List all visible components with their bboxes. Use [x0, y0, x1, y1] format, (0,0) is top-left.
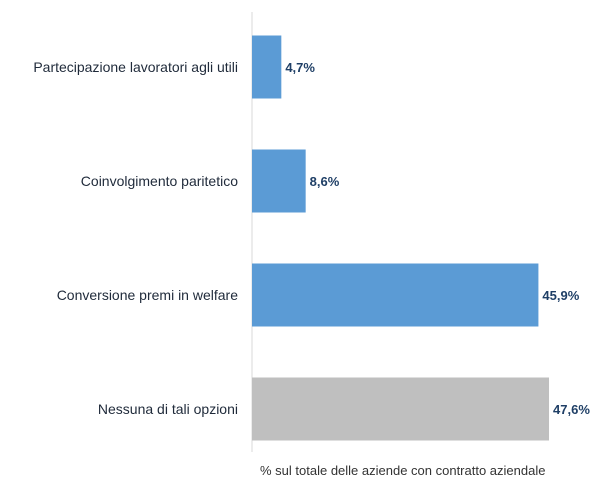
- bar-2: [252, 149, 306, 213]
- bars-layer: Partecipazione lavoratori agli utili 4,7%…: [33, 35, 590, 441]
- category-label-2: Coinvolgimento paritetico: [81, 173, 238, 189]
- bar-3: [252, 263, 539, 327]
- category-label-1: Partecipazione lavoratori agli utili: [33, 59, 238, 75]
- category-label-4: Nessuna di tali opzioni: [98, 401, 238, 417]
- value-label-2: 8,6%: [310, 174, 340, 189]
- value-label-1: 4,7%: [285, 60, 315, 75]
- value-label-4: 47,6%: [553, 402, 590, 417]
- category-label-3: Conversione premi in welfare: [57, 287, 239, 303]
- bar-1: [252, 35, 282, 99]
- x-axis-label: % sul totale delle aziende con contratto…: [260, 463, 545, 478]
- value-label-3: 45,9%: [542, 288, 579, 303]
- bar-4: [252, 377, 550, 441]
